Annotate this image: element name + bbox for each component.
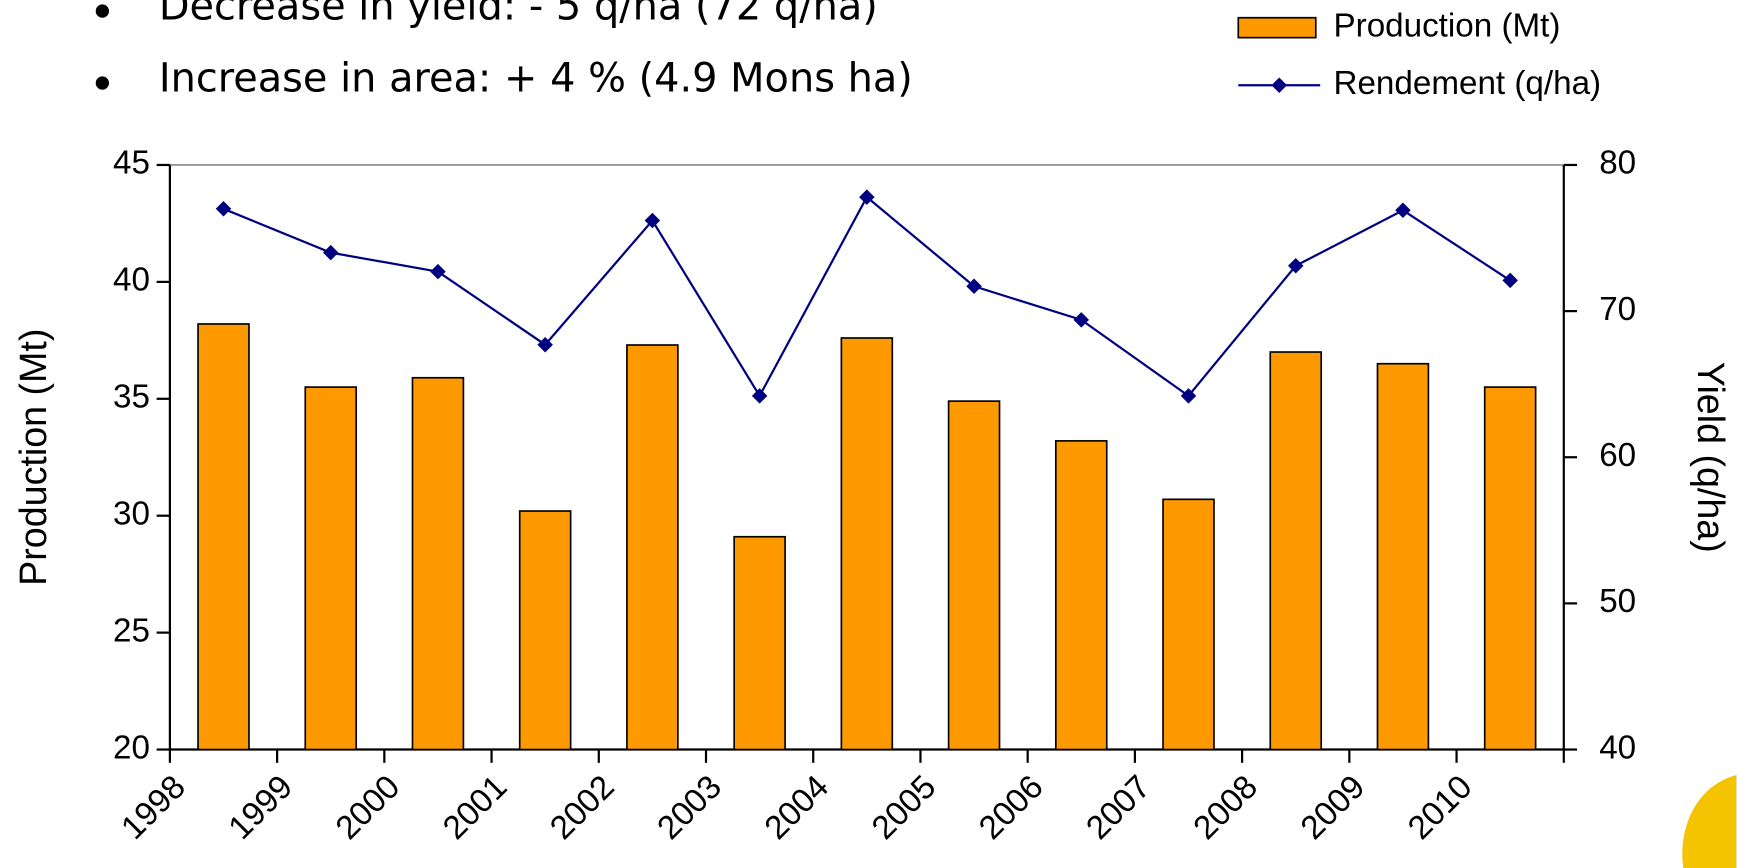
y2-axis-label: Yield (q/ha)	[1690, 362, 1732, 553]
bar	[947, 400, 1001, 751]
x-tick-label: 2005	[865, 768, 943, 846]
x-tick-label: 2003	[651, 768, 729, 846]
legend-label: Production (Mt)	[1333, 7, 1560, 44]
marker	[430, 263, 446, 280]
bar	[1054, 440, 1108, 751]
legend-marker	[1271, 77, 1287, 93]
x-tick-label: 2010	[1401, 768, 1479, 846]
bar	[304, 386, 358, 751]
note: Decrease in yield: - 5 q/ha (72 q/ha)	[159, 0, 878, 29]
bar	[1162, 498, 1215, 751]
x-tick-label: 2008	[1187, 768, 1265, 846]
y-tick-label: 35	[113, 379, 150, 416]
marker	[966, 278, 982, 295]
marker	[1502, 272, 1518, 289]
marker	[215, 201, 232, 217]
marker	[644, 212, 661, 229]
marker	[1395, 202, 1411, 219]
x-tick-label: 2009	[1294, 768, 1372, 846]
bar	[1269, 351, 1323, 751]
bar	[411, 376, 465, 751]
x-tick-label: 2002	[543, 768, 621, 846]
y-axis-label: Production (Mt)	[12, 329, 54, 586]
y-tick-label: 20	[113, 729, 150, 766]
x-tick-label: 1999	[222, 768, 300, 846]
legend-swatch	[1237, 16, 1317, 39]
bar	[733, 535, 786, 751]
x-tick-label: 2006	[972, 768, 1050, 846]
y2-tick-label: 80	[1599, 145, 1636, 182]
x-tick-label: 2000	[329, 768, 407, 846]
x-tick-label: 2007	[1079, 768, 1157, 846]
y2-tick-label: 40	[1599, 729, 1636, 766]
marker	[859, 189, 875, 205]
y2-tick-label: 60	[1599, 437, 1636, 474]
marker	[1287, 258, 1304, 274]
marker	[322, 244, 339, 261]
marker	[751, 388, 768, 404]
bar	[1376, 362, 1430, 751]
bar	[626, 344, 679, 751]
y-tick-label: 45	[113, 145, 150, 182]
y-tick-label: 40	[113, 262, 150, 299]
y2-tick-label: 50	[1599, 583, 1636, 620]
note: Increase in area: + 4 % (4.9 Mons ha)	[159, 55, 913, 101]
bar	[518, 510, 572, 751]
marker	[1073, 312, 1090, 328]
bar	[1483, 386, 1537, 751]
marker	[1180, 388, 1197, 404]
bar	[840, 337, 894, 751]
bullet	[95, 76, 109, 90]
legend-label: Rendement (q/ha)	[1333, 65, 1601, 102]
y-tick-label: 25	[113, 612, 150, 649]
y-tick-label: 30	[113, 495, 150, 532]
bar	[197, 323, 250, 751]
x-tick-label: 2004	[758, 768, 836, 846]
marker	[537, 336, 553, 353]
x-tick-label: 1998	[114, 768, 192, 846]
y2-tick-label: 70	[1599, 291, 1636, 328]
x-tick-label: 2001	[436, 768, 514, 846]
bullet	[95, 4, 109, 18]
decoration	[1682, 775, 1737, 868]
